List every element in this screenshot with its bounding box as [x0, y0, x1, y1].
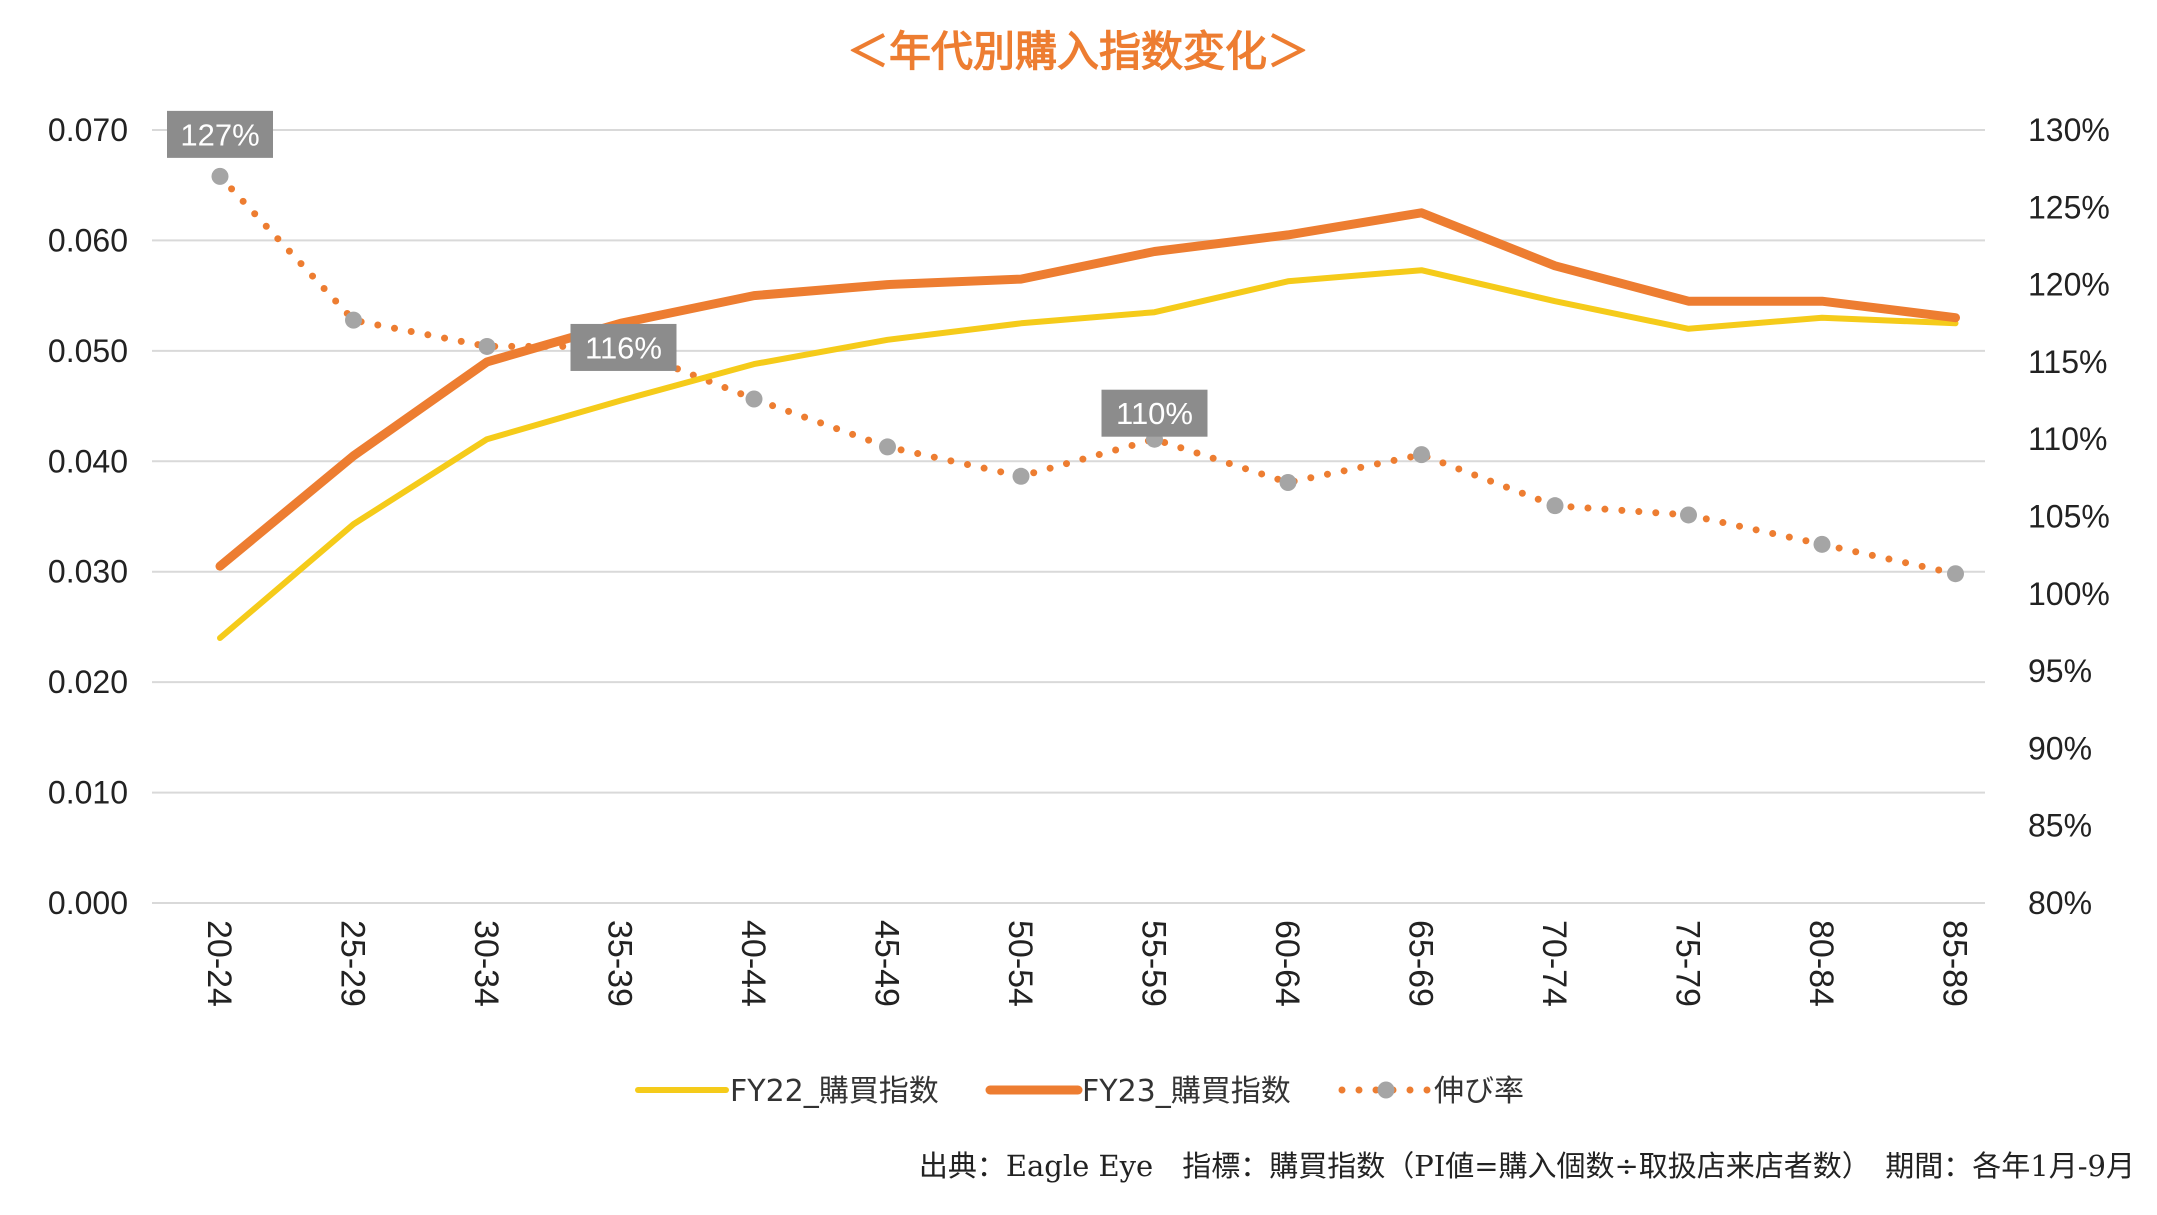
plot-area — [211, 167, 1964, 641]
y-right-tick-label: 125% — [2028, 189, 2110, 225]
growth-rate-line — [216, 172, 1959, 578]
x-tick-label: 85-89 — [1936, 920, 1974, 1007]
y-right-tick-label: 115% — [2028, 344, 2107, 380]
legend: FY22_購買指数 FY23_購買指数 伸び率 — [635, 1074, 1524, 1109]
growth-rate-point — [879, 438, 896, 456]
data-label-box — [570, 323, 677, 371]
growth-rate-point — [1012, 467, 1030, 485]
x-tick-label: 35-39 — [601, 920, 639, 1007]
x-tick-label: 75-79 — [1669, 920, 1707, 1007]
legend-marker — [1377, 1081, 1395, 1099]
y-right-tick-label: 95% — [2028, 653, 2092, 689]
x-tick-label: 20-24 — [200, 920, 238, 1007]
y-left-tick-label: 0.040 — [48, 443, 128, 479]
data-labels: 127% 116% 110% — [167, 110, 1208, 437]
data-label: 127% — [180, 117, 259, 152]
growth-rate-point — [345, 311, 362, 329]
y-right-tick-label: 120% — [2028, 267, 2110, 303]
x-tick-label: 45-49 — [868, 920, 906, 1007]
growth-rate-point — [1947, 565, 1964, 583]
y-left-tick-label: 0.010 — [48, 775, 128, 811]
data-label: 116% — [585, 330, 662, 365]
left-y-axis: 0.000 0.010 0.020 0.030 0.040 0.050 0.060 0.070 — [48, 112, 128, 921]
gridlines — [152, 129, 1985, 904]
x-tick-label: 80-84 — [1802, 920, 1840, 1007]
growth-rate-point — [1546, 497, 1564, 515]
growth-rate-point — [1279, 473, 1297, 491]
y-right-tick-label: 80% — [2028, 885, 2092, 921]
y-left-tick-label: 0.020 — [48, 664, 128, 700]
y-right-tick-label: 85% — [2028, 808, 2092, 844]
legend-label: FY23_購買指数 — [1082, 1074, 1291, 1109]
x-tick-label: 50-54 — [1001, 920, 1039, 1007]
y-right-tick-label: 105% — [2028, 499, 2110, 535]
x-tick-label: 60-64 — [1268, 920, 1306, 1007]
fy23-line — [215, 208, 1960, 571]
x-axis: 20-24 25-29 30-34 35-39 40-44 45-49 50-54 55-59… — [200, 920, 1974, 1007]
x-tick-label: 40-44 — [734, 920, 772, 1007]
growth-rate-point — [745, 390, 763, 408]
y-left-tick-label: 0.050 — [48, 333, 128, 369]
y-right-tick-label: 90% — [2028, 730, 2092, 766]
x-tick-label: 65-69 — [1402, 920, 1440, 1007]
legend-label: FY22_購買指数 — [730, 1074, 939, 1109]
growth-rate-point — [478, 337, 496, 355]
y-left-tick-label: 0.030 — [48, 554, 128, 590]
legend-label: 伸び率 — [1434, 1074, 1524, 1109]
data-label: 110% — [1116, 396, 1193, 431]
right-y-axis: 80% 85% 90% 95% 100% 105% 110% 115% 120% 125% 130% — [2028, 112, 2110, 921]
y-right-tick-label: 110% — [2028, 421, 2107, 457]
y-right-tick-label: 130% — [2028, 112, 2110, 148]
data-label-box — [167, 110, 273, 158]
y-left-tick-label: 0.060 — [48, 222, 128, 258]
fy22-line — [217, 267, 1959, 641]
growth-rate-point — [211, 167, 229, 185]
x-tick-label: 70-74 — [1535, 920, 1573, 1007]
chart-title: ＜年代別購入指数変化＞ — [847, 27, 1309, 76]
x-tick-label: 30-34 — [467, 920, 505, 1007]
growth-rate-point — [1813, 535, 1831, 553]
growth-rate-point — [1413, 446, 1430, 464]
growth-rate-point — [1680, 506, 1697, 524]
x-tick-label: 25-29 — [334, 920, 372, 1007]
y-left-tick-label: 0.070 — [48, 112, 128, 148]
y-right-tick-label: 100% — [2028, 576, 2110, 612]
x-tick-label: 55-59 — [1135, 920, 1173, 1007]
source-note: 出典：Eagle Eye 指標：購買指数（PI値=購入個数÷取扱店来店者数） 期… — [919, 1149, 2135, 1183]
data-label-box — [1101, 389, 1208, 437]
y-left-tick-label: 0.000 — [48, 885, 128, 921]
